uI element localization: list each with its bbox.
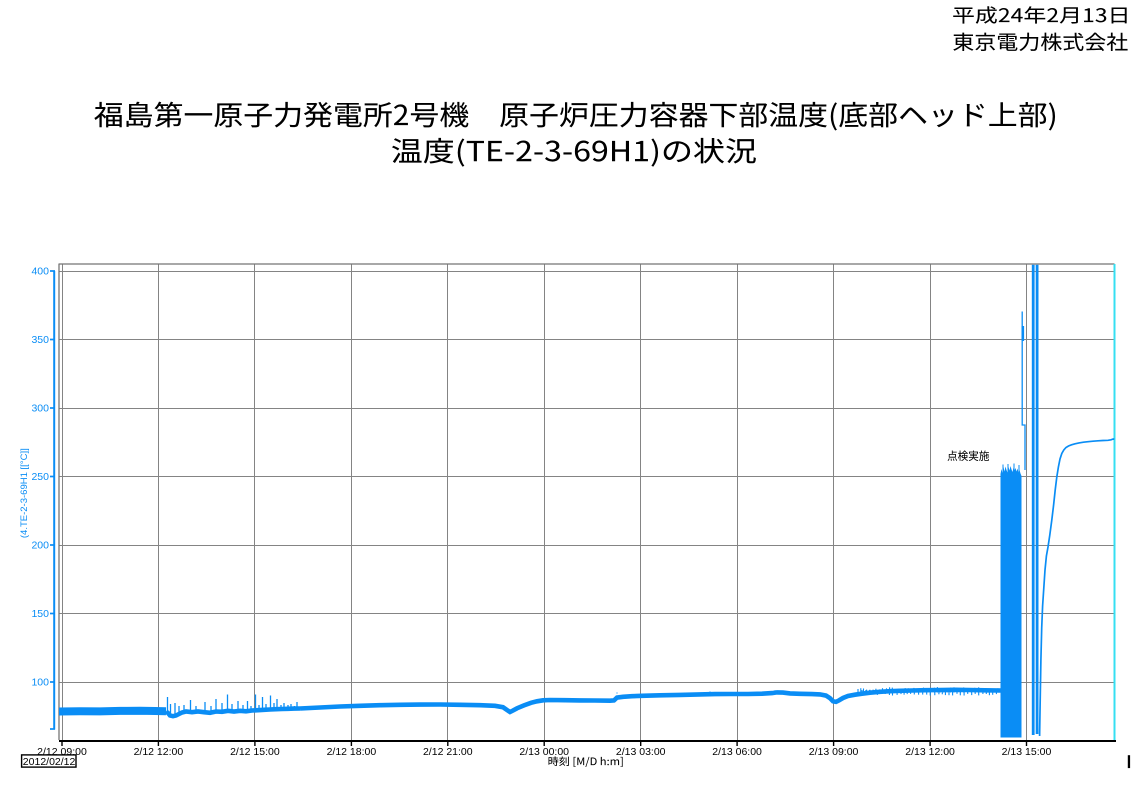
svg-text:2/12 18:00: 2/12 18:00 xyxy=(327,746,377,758)
svg-text:400: 400 xyxy=(31,266,49,278)
svg-text:300: 300 xyxy=(31,403,49,415)
svg-text:2/13 03:00: 2/13 03:00 xyxy=(616,746,666,758)
svg-text:150: 150 xyxy=(31,608,49,620)
svg-text:200: 200 xyxy=(31,540,49,552)
svg-text:2/13 09:00: 2/13 09:00 xyxy=(809,746,859,758)
svg-text:2/13 06:00: 2/13 06:00 xyxy=(712,746,762,758)
svg-text:2/13 00:00: 2/13 00:00 xyxy=(519,746,569,758)
svg-text:250: 250 xyxy=(31,471,49,483)
svg-text:2012/02/12: 2012/02/12 xyxy=(23,756,76,768)
svg-text:350: 350 xyxy=(31,334,49,346)
svg-text:2/13 15:00: 2/13 15:00 xyxy=(1002,746,1052,758)
svg-text:2/12 12:00: 2/12 12:00 xyxy=(134,746,184,758)
svg-text:2/12 21:00: 2/12 21:00 xyxy=(423,746,473,758)
svg-text:2/13 12:00: 2/13 12:00 xyxy=(905,746,955,758)
svg-text:2/12 15:00: 2/12 15:00 xyxy=(230,746,280,758)
svg-text:(4.TE-2-3-69H1 [[°C]]: (4.TE-2-3-69H1 [[°C]] xyxy=(19,448,30,538)
svg-text:100: 100 xyxy=(31,677,49,689)
